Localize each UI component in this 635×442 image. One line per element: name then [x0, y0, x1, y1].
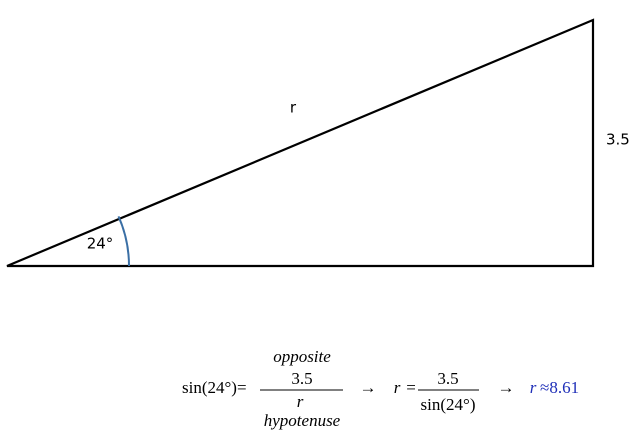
- equation-note: hypotenuse: [264, 411, 341, 430]
- equation-var: r: [394, 378, 401, 397]
- equation-note: opposite: [273, 347, 331, 366]
- equation-eq: =: [406, 378, 416, 397]
- angle-label: 24°: [87, 235, 114, 253]
- equation-lhs: sin(24°)=: [182, 378, 247, 397]
- arrow: →: [360, 378, 377, 397]
- arrow: →: [498, 378, 515, 397]
- equation-numerator: 3.5: [437, 369, 458, 388]
- opposite-label: 3.5: [606, 131, 630, 149]
- result-value: ≈8.61: [540, 378, 579, 397]
- result-var: r: [530, 378, 537, 397]
- angle-arc: [117, 215, 131, 267]
- right-triangle: [6, 18, 595, 268]
- hypotenuse-label: r: [290, 99, 297, 117]
- equation-denominator: sin(24°): [421, 395, 476, 414]
- equation-numerator: 3.5: [291, 369, 312, 388]
- equation-denominator: r: [297, 392, 304, 411]
